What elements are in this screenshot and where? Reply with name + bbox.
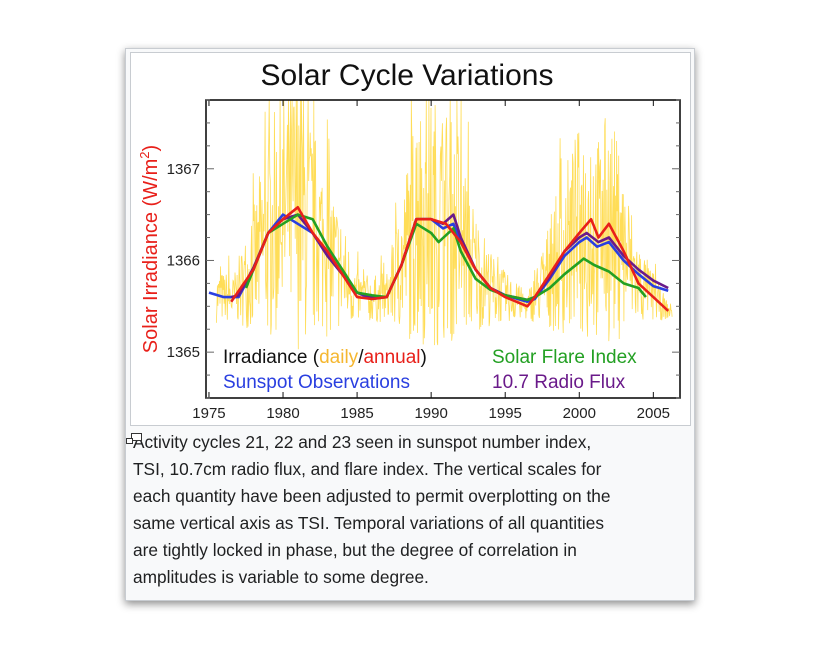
image-caption: Activity cycles 21, 22 and 23 seen in su… bbox=[133, 429, 685, 591]
legend-radio: 10.7 Radio Flux bbox=[492, 372, 626, 393]
thumbnail-card: 1975 1980 1985 1990 1995 2000 2005 1365 1366 1367… bbox=[125, 48, 695, 601]
series-line-annual bbox=[230, 206, 670, 312]
x-tick-label: 2005 bbox=[637, 405, 670, 422]
y-tick-label: 1366 bbox=[167, 252, 200, 269]
magnify-clip-icon[interactable] bbox=[126, 433, 142, 445]
x-tick-label: 1980 bbox=[266, 405, 299, 422]
daily-irradiance-line bbox=[216, 100, 673, 350]
x-tick-label: 1990 bbox=[414, 405, 447, 422]
chart-image[interactable]: 1975 1980 1985 1990 1995 2000 2005 1365 1366 1367… bbox=[130, 52, 691, 426]
caption-line: same vertical axis as TSI. Temporal vari… bbox=[133, 513, 604, 533]
legend-flare: Solar Flare Index bbox=[492, 347, 637, 368]
series-line-solar-flare-index bbox=[244, 213, 647, 302]
x-tick-label: 1985 bbox=[340, 405, 373, 422]
series-line-10-7-radio-flux bbox=[230, 213, 669, 302]
legend-sunspot: Sunspot Observations bbox=[223, 372, 410, 393]
caption-line: Activity cycles 21, 22 and 23 seen in su… bbox=[133, 432, 592, 452]
x-tick-label: 2000 bbox=[563, 405, 596, 422]
legend: Irradiance (daily/annual) Sunspot Observ… bbox=[223, 347, 637, 393]
y-tick-label: 1365 bbox=[167, 344, 200, 361]
y-axis-label: Solar Irradiance (W/m2) bbox=[137, 145, 162, 353]
chart-title: Solar Cycle Variations bbox=[261, 59, 554, 92]
caption-line: are tightly locked in phase, but the deg… bbox=[133, 540, 577, 560]
caption-line: each quantity have been adjusted to perm… bbox=[133, 486, 611, 506]
daily-irradiance-series bbox=[216, 100, 673, 350]
x-tick-label: 1995 bbox=[489, 405, 522, 422]
y-tick-label: 1367 bbox=[167, 161, 200, 178]
chart-svg: 1975 1980 1985 1990 1995 2000 2005 1365 1366 1367… bbox=[137, 59, 681, 422]
caption-line: TSI, 10.7cm radio flux, and flare index.… bbox=[133, 459, 602, 479]
legend-irradiance: Irradiance (daily/annual) bbox=[223, 347, 427, 368]
plot-frame bbox=[205, 99, 681, 399]
x-tick-label: 1975 bbox=[192, 405, 225, 422]
caption-line: amplitudes is variable to some degree. bbox=[133, 567, 429, 587]
